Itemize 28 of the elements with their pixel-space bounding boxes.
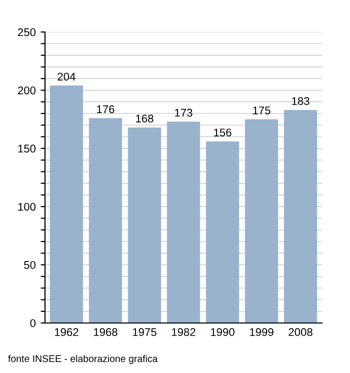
- x-tick-label: 1962: [54, 328, 78, 336]
- x-tick-label: 1990: [211, 328, 234, 336]
- data-label: 176: [97, 105, 114, 114]
- y-tick-label: 100: [18, 202, 36, 211]
- x-tick-label: 2008: [288, 328, 312, 336]
- source-note: fonte INSEE - elaborazione grafica: [8, 354, 158, 364]
- y-tick-label: 50: [24, 261, 36, 269]
- x-tick-label: 1999: [250, 328, 274, 336]
- data-label: 156: [214, 128, 232, 136]
- data-label: 183: [292, 97, 310, 106]
- y-tick-label: 0: [30, 319, 36, 328]
- bar: [166, 122, 200, 323]
- bar: [206, 141, 240, 323]
- y-tick-label: 250: [18, 28, 36, 36]
- bar: [284, 110, 318, 323]
- data-label: 168: [136, 114, 154, 122]
- data-label: 204: [58, 72, 76, 81]
- bar: [128, 127, 162, 323]
- x-tick-label: 1968: [94, 328, 118, 336]
- x-tick-label: 1982: [172, 328, 196, 336]
- data-label: 175: [253, 106, 270, 114]
- bar: [244, 119, 278, 323]
- x-tick-label: 1975: [132, 328, 156, 336]
- y-tick-label: 150: [18, 144, 36, 153]
- bar: [50, 86, 84, 323]
- bar: [88, 118, 122, 323]
- data-label: 173: [175, 108, 192, 117]
- y-tick-label: 200: [18, 86, 36, 94]
